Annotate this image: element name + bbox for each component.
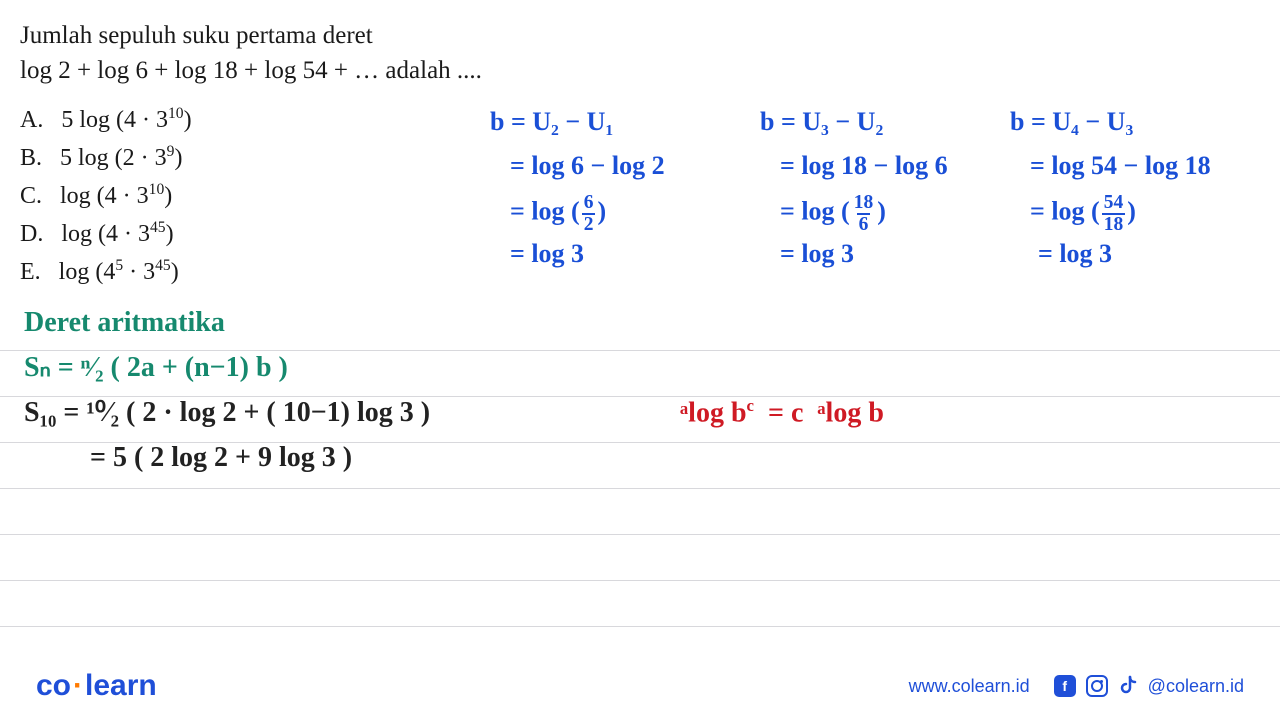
logo-dot: · [71, 669, 85, 702]
logo-text-left: co [36, 669, 71, 702]
question-line-1: Jumlah sepuluh suku pertama deret [20, 18, 1260, 53]
black-line2: = 5 ( 2 log 2 + 9 log 3 ) [90, 440, 352, 476]
footer: co·learn www.colearn.id f @colearn.id [0, 652, 1280, 720]
colA-line3: = log (62) [510, 193, 606, 234]
tiktok-icon [1118, 675, 1138, 697]
colA-line1: b = U₂ − U₁ [490, 105, 613, 139]
footer-handle: @colearn.id [1148, 676, 1244, 697]
instagram-icon [1086, 675, 1108, 697]
colC-line2: = log 54 − log 18 [1030, 149, 1211, 183]
logo-text-right: learn [85, 669, 157, 702]
facebook-icon: f [1054, 675, 1076, 697]
colA-line4: = log 3 [510, 237, 584, 271]
question-line-2: log 2 + log 6 + log 18 + log 54 + … adal… [20, 53, 1260, 88]
colB-line4: = log 3 [780, 237, 854, 271]
red-log-rule: ᵃlog bc = c ᵃlog b [680, 395, 884, 432]
colB-line3: = log (186) [780, 193, 886, 234]
colB-line2: = log 18 − log 6 [780, 149, 948, 183]
colC-line4: = log 3 [1038, 237, 1112, 271]
logo: co·learn [36, 669, 157, 703]
colC-line3: = log (5418) [1030, 193, 1136, 234]
black-line1: S₁₀ = ¹⁰⁄₂ ( 2 · log 2 + ( 10−1) log 3 ) [24, 395, 430, 431]
green-title: Deret aritmatika [24, 305, 225, 341]
colC-line1: b = U₄ − U₃ [1010, 105, 1133, 139]
green-formula: Sₙ = ⁿ⁄₂ ( 2a + (n−1) b ) [24, 350, 288, 386]
colA-line2: = log 6 − log 2 [510, 149, 665, 183]
colB-line1: b = U₃ − U₂ [760, 105, 883, 139]
social-group: f @colearn.id [1054, 675, 1244, 697]
footer-url: www.colearn.id [909, 676, 1030, 697]
